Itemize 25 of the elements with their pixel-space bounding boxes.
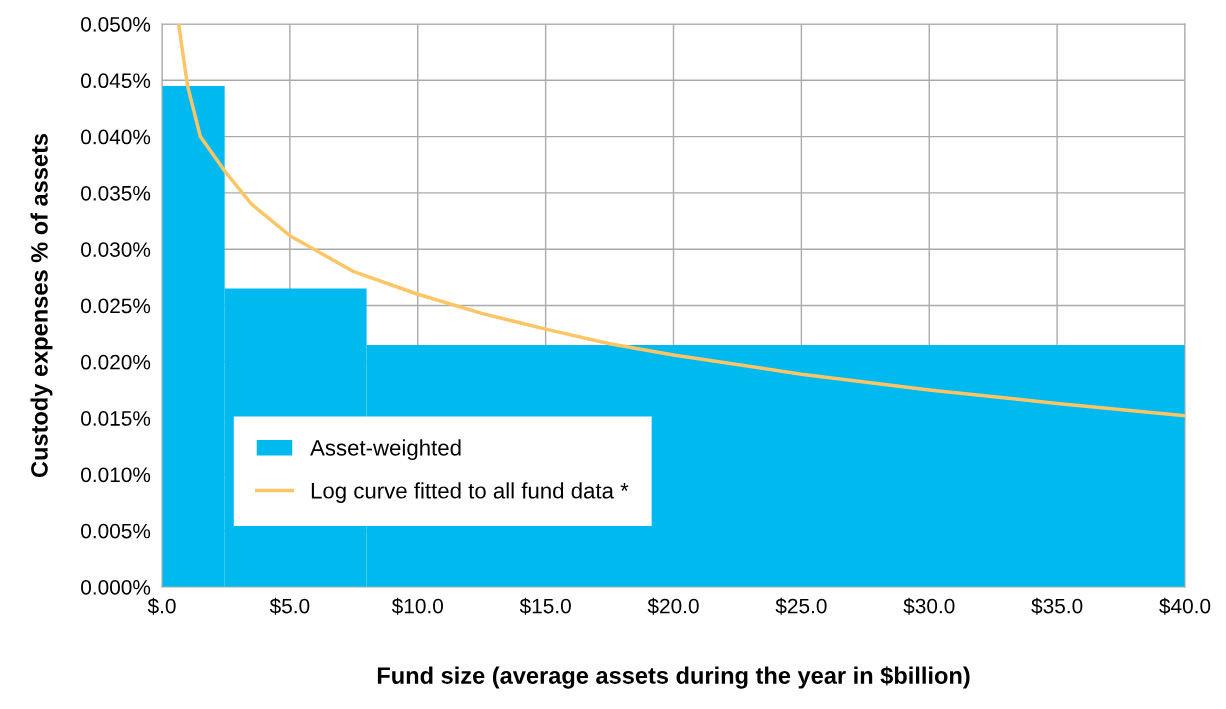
x-axis-title: Fund size (average assets during the year in $billion) <box>377 666 970 689</box>
y-tick-label: 0.035% <box>81 185 151 201</box>
x-tick-label: $10.0 <box>391 597 443 615</box>
y-tick-label: 0.025% <box>81 298 151 314</box>
y-tick-label: 0.040% <box>81 129 151 145</box>
y-tick-label: 0.000% <box>81 580 151 595</box>
legend-label: Log curve fitted to all fund data * <box>311 482 629 503</box>
y-tick-label: 0.010% <box>81 467 151 483</box>
x-tick-label: $30.0 <box>903 597 955 615</box>
y-tick-label: 0.015% <box>81 411 151 426</box>
y-tick-label: 0.005% <box>81 523 151 539</box>
y-tick-label: 0.045% <box>81 73 151 89</box>
x-tick-label: $40.0 <box>1159 597 1211 615</box>
x-tick-label: $5.0 <box>269 597 310 615</box>
x-tick-label: $35.0 <box>1031 597 1083 615</box>
y-tick-label: 0.050% <box>81 17 151 32</box>
y-tick-label: 0.020% <box>81 354 151 370</box>
x-tick-label: $20.0 <box>647 597 699 615</box>
y-tick-label: 0.030% <box>81 242 151 257</box>
y-axis-title: Custody expenses % of assets <box>30 133 53 478</box>
line-series <box>176 24 1185 418</box>
x-tick-label: $.0 <box>147 597 176 615</box>
legend-label: Asset-weighted <box>310 439 461 461</box>
x-tick-label: $15.0 <box>519 597 571 615</box>
x-tick-label: $25.0 <box>775 597 827 615</box>
